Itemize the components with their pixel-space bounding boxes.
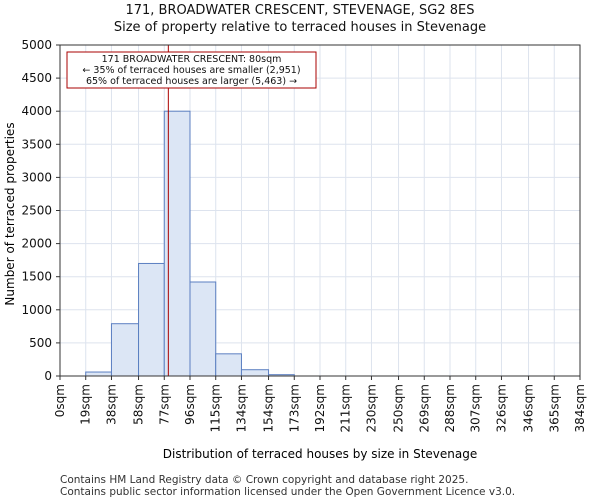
y-tick-label: 3000 [21, 170, 52, 184]
y-tick-label: 1000 [21, 303, 52, 317]
x-tick-label: 0sqm [53, 384, 67, 417]
x-tick-label: 326sqm [494, 384, 508, 432]
annotation-line-2: ← 35% of terraced houses are smaller (2,… [82, 65, 300, 76]
annotation-line-3: 65% of terraced houses are larger (5,463… [86, 76, 297, 87]
x-tick-label: 250sqm [392, 384, 406, 432]
bar [215, 353, 242, 377]
chart-subtitle: Size of property relative to terraced ho… [113, 20, 487, 35]
x-tick-label: 365sqm [547, 384, 561, 432]
x-tick-label: 307sqm [469, 384, 483, 432]
x-tick-label: 96sqm [183, 384, 197, 425]
bar [110, 323, 140, 377]
bar [138, 262, 165, 377]
x-tick-label: 19sqm [79, 384, 93, 425]
x-tick-label: 230sqm [364, 384, 378, 432]
bar [189, 281, 217, 377]
x-tick-label: 346sqm [522, 384, 536, 432]
annotation-line-1: 171 BROADWATER CRESCENT: 80sqm [102, 54, 282, 65]
x-tick-label: 269sqm [417, 384, 431, 432]
y-tick-label: 5000 [21, 38, 52, 52]
y-tick-label: 0 [44, 369, 52, 383]
plot-frame [59, 44, 581, 377]
x-tick-label: 134sqm [234, 384, 248, 432]
x-tick-label: 115sqm [209, 384, 223, 432]
annotation-box [66, 51, 317, 89]
x-tick-label: 173sqm [287, 384, 301, 432]
y-tick-label: 500 [29, 336, 52, 350]
y-axis-ticks: 0 500 1000 1500 2000 2500 3000 3500 4000 4500 5000 [21, 38, 60, 383]
y-tick-label: 4000 [21, 104, 52, 118]
x-tick-label: 288sqm [443, 384, 457, 432]
bar [240, 369, 270, 377]
footer-line-2: Contains public sector information licen… [60, 486, 516, 498]
y-tick-label: 3500 [21, 137, 52, 151]
y-axis-label: Number of terraced properties [3, 122, 17, 305]
y-tick-label: 2000 [21, 237, 52, 251]
x-tick-label: 58sqm [132, 384, 146, 425]
y-tick-label: 1500 [21, 270, 52, 284]
bar [85, 371, 112, 377]
x-tick-label: 192sqm [313, 384, 327, 432]
x-axis-ticks: 0sqm 19sqm 38sqm 58sqm 77sqm 96sqm 115sqm 134sq… [53, 376, 587, 432]
x-tick-label: 384sqm [573, 384, 587, 432]
x-tick-label: 211sqm [339, 384, 353, 432]
footer-line-1: Contains HM Land Registry data © Crown c… [60, 474, 469, 486]
x-axis-label: Distribution of terraced houses by size … [163, 447, 477, 461]
x-tick-label: 38sqm [104, 384, 118, 425]
x-tick-label: 154sqm [262, 384, 276, 432]
chart-title: 171, BROADWATER CRESCENT, STEVENAGE, SG2… [125, 3, 475, 18]
y-tick-label: 2500 [21, 204, 52, 218]
x-tick-label: 77sqm [157, 384, 171, 425]
y-tick-label: 4500 [21, 71, 52, 85]
